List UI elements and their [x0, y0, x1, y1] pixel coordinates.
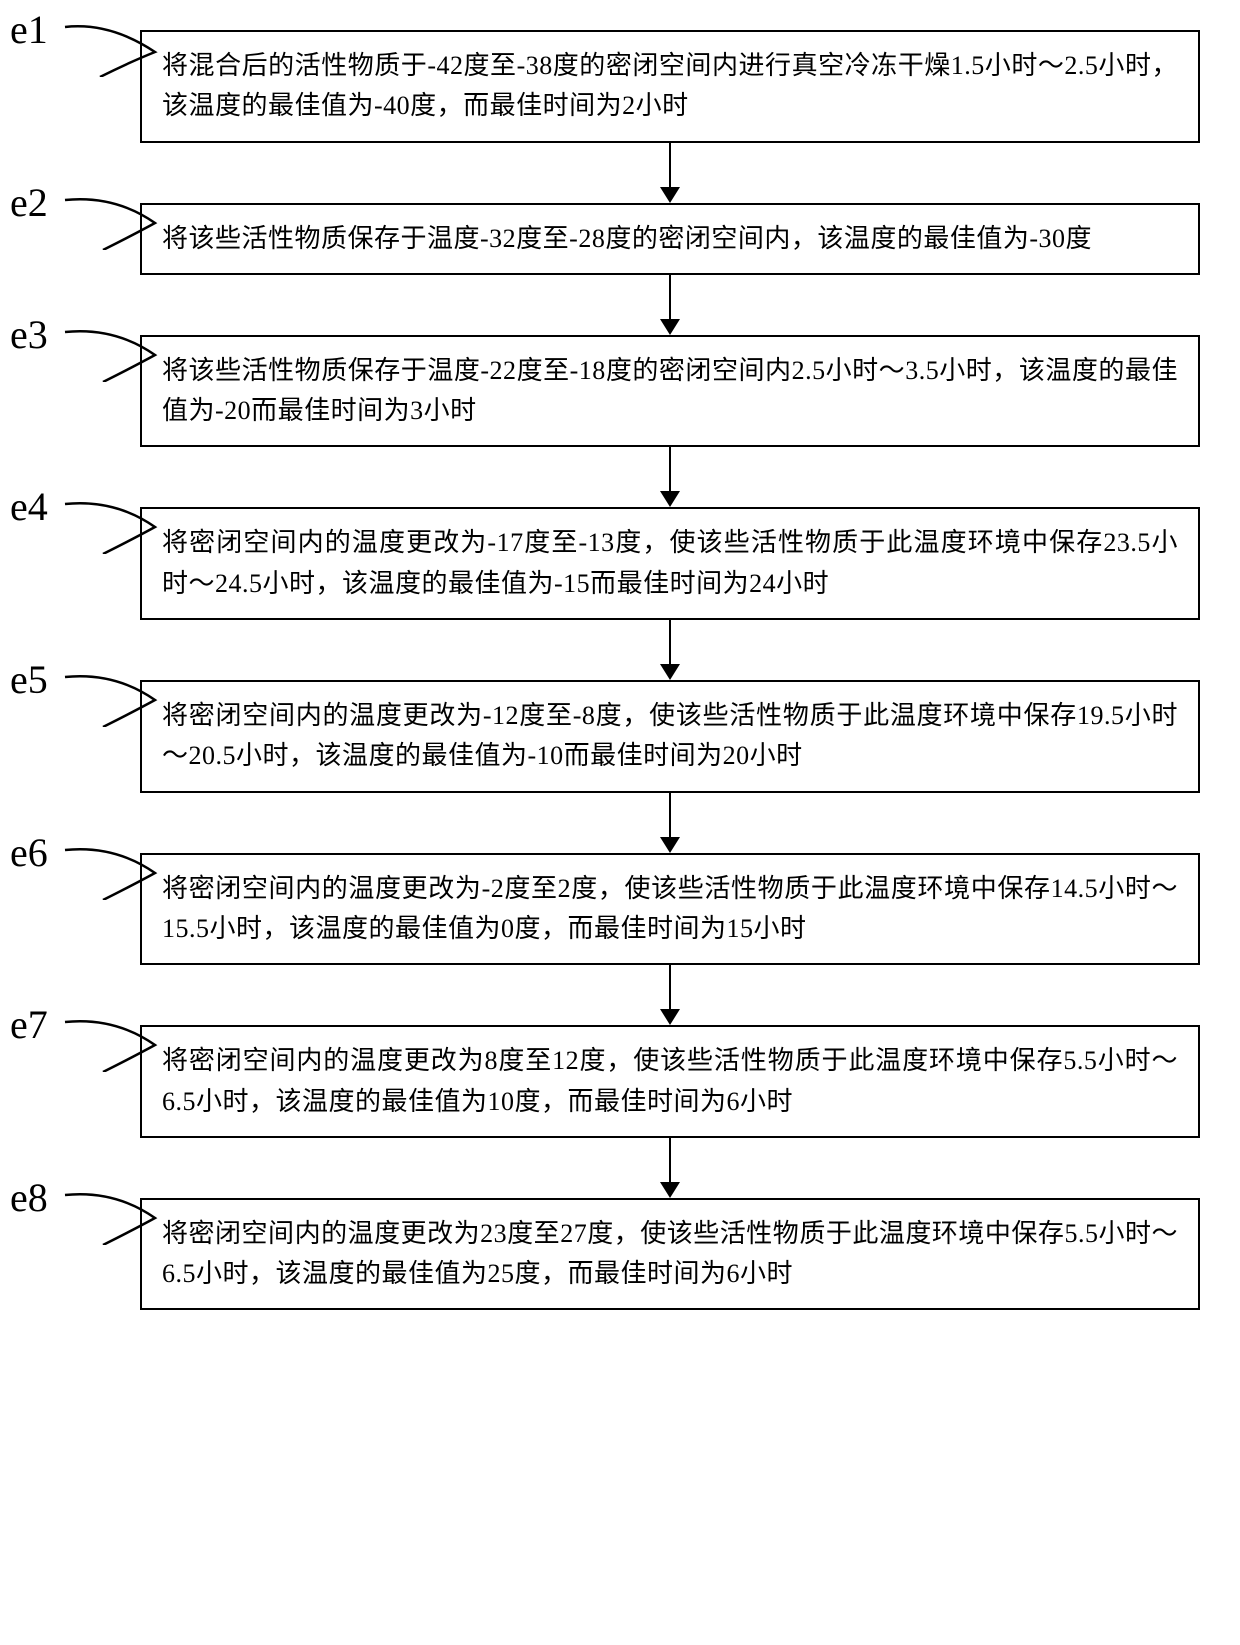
arrow-head-icon	[660, 1182, 680, 1198]
arrow-head-icon	[660, 319, 680, 335]
arrow-line-icon	[669, 1138, 671, 1183]
flow-arrow	[140, 965, 1200, 1025]
arrow-line-icon	[669, 620, 671, 665]
step-box: 将密闭空间内的温度更改为23度至27度，使该些活性物质于此温度环境中保存5.5小…	[140, 1198, 1200, 1311]
step-box: 将密闭空间内的温度更改为-2度至2度，使该些活性物质于此温度环境中保存14.5小…	[140, 853, 1200, 966]
flowchart-canvas: e1 将混合后的活性物质于-42度至-38度的密闭空间内进行真空冷冻干燥1.5小时…	[0, 0, 1240, 1350]
arrow-head-icon	[660, 187, 680, 203]
step-label: e8	[10, 1178, 48, 1218]
step-label: e1	[10, 10, 48, 50]
flow-step-e2: e2将该些活性物质保存于温度-32度至-28度的密闭空间内，该温度的最佳值为-3…	[140, 203, 1200, 275]
flow-arrow	[140, 793, 1200, 853]
arrow-line-icon	[669, 447, 671, 492]
flow-step-e6: e6将密闭空间内的温度更改为-2度至2度，使该些活性物质于此温度环境中保存14.…	[140, 853, 1200, 966]
step-label: e5	[10, 660, 48, 700]
flow-step-e8: e8将密闭空间内的温度更改为23度至27度，使该些活性物质于此温度环境中保存5.…	[140, 1198, 1200, 1311]
flow-arrow	[140, 620, 1200, 680]
arrow-head-icon	[660, 491, 680, 507]
step-box: 将密闭空间内的温度更改为8度至12度，使该些活性物质于此温度环境中保存5.5小时…	[140, 1025, 1200, 1138]
flow-step-e5: e5将密闭空间内的温度更改为-12度至-8度，使该些活性物质于此温度环境中保存1…	[140, 680, 1200, 793]
step-label: e2	[10, 183, 48, 223]
step-label: e3	[10, 315, 48, 355]
arrow-head-icon	[660, 837, 680, 853]
step-box: 将混合后的活性物质于-42度至-38度的密闭空间内进行真空冷冻干燥1.5小时～2…	[140, 30, 1200, 143]
flow-step-e3: e3将该些活性物质保存于温度-22度至-18度的密闭空间内2.5小时～3.5小时…	[140, 335, 1200, 448]
arrow-head-icon	[660, 1009, 680, 1025]
arrow-line-icon	[669, 275, 671, 320]
step-box: 将该些活性物质保存于温度-22度至-18度的密闭空间内2.5小时～3.5小时，该…	[140, 335, 1200, 448]
step-label: e7	[10, 1005, 48, 1045]
step-box: 将密闭空间内的温度更改为-12度至-8度，使该些活性物质于此温度环境中保存19.…	[140, 680, 1200, 793]
arrow-head-icon	[660, 664, 680, 680]
flow-arrow	[140, 275, 1200, 335]
arrow-line-icon	[669, 965, 671, 1010]
step-box: 将密闭空间内的温度更改为-17度至-13度，使该些活性物质于此温度环境中保存23…	[140, 507, 1200, 620]
step-label: e4	[10, 487, 48, 527]
flow-arrow	[140, 1138, 1200, 1198]
flow-step-e4: e4将密闭空间内的温度更改为-17度至-13度，使该些活性物质于此温度环境中保存…	[140, 507, 1200, 620]
step-box: 将该些活性物质保存于温度-32度至-28度的密闭空间内，该温度的最佳值为-30度	[140, 203, 1200, 275]
flow-step-e1: e1将混合后的活性物质于-42度至-38度的密闭空间内进行真空冷冻干燥1.5小时…	[140, 30, 1200, 143]
flow-arrow	[140, 447, 1200, 507]
step-label: e6	[10, 833, 48, 873]
arrow-line-icon	[669, 793, 671, 838]
arrow-line-icon	[669, 143, 671, 188]
flow-arrow	[140, 143, 1200, 203]
flow-step-e7: e7将密闭空间内的温度更改为8度至12度，使该些活性物质于此温度环境中保存5.5…	[140, 1025, 1200, 1138]
